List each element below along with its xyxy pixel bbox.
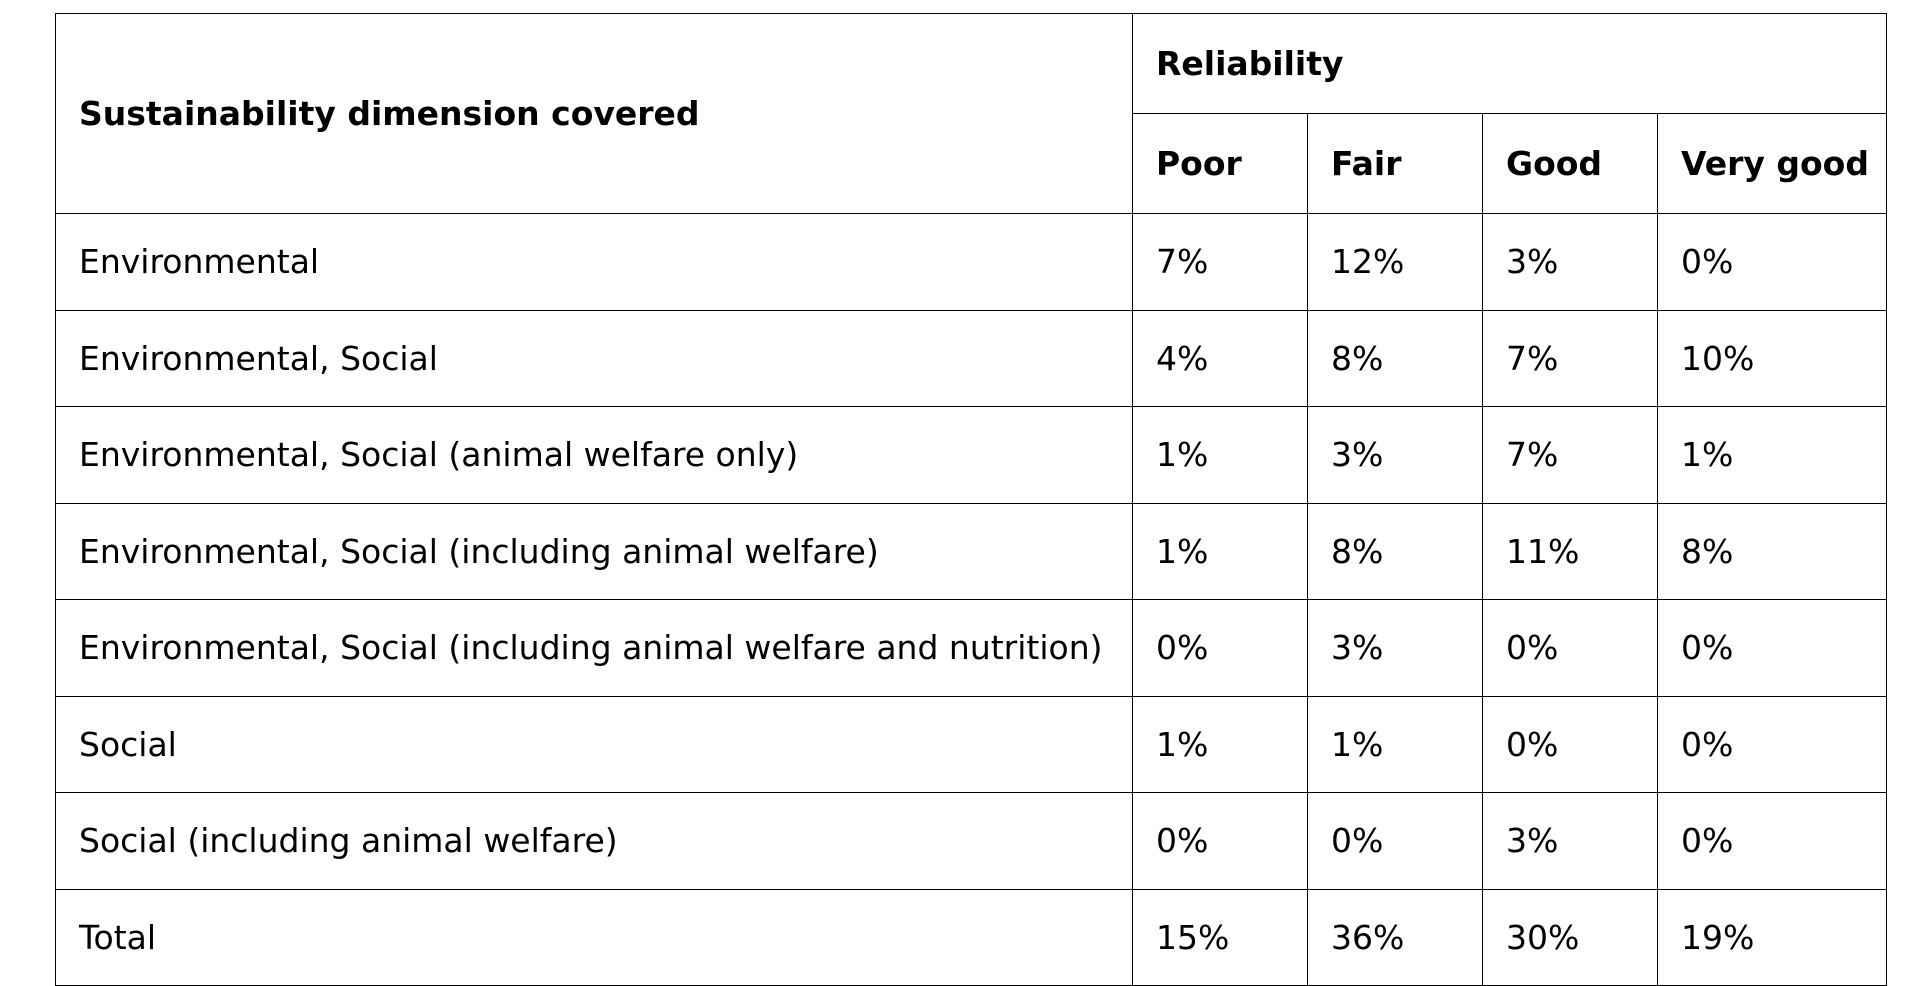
cell-very-good: 0% — [1657, 792, 1887, 890]
cell-good: 7% — [1482, 309, 1658, 407]
cell-fair: 3% — [1307, 406, 1483, 504]
table-row: Environmental, Social (including animal … — [55, 502, 1887, 600]
cell-poor: 1% — [1132, 406, 1308, 504]
cell-poor: 0% — [1132, 599, 1308, 697]
cell-good: 0% — [1482, 695, 1658, 793]
cell-good: 11% — [1482, 502, 1658, 600]
cell-very-good: 0% — [1657, 599, 1887, 697]
cell-poor: 15% — [1132, 888, 1308, 986]
table-row: Environmental, Social (including animal … — [55, 599, 1887, 697]
row-label: Environmental, Social (including animal … — [55, 502, 1133, 600]
table-row: Environmental 7% 12% 3% 0% — [55, 213, 1887, 311]
cell-very-good: 10% — [1657, 309, 1887, 407]
cell-very-good: 0% — [1657, 695, 1887, 793]
cell-good: 3% — [1482, 792, 1658, 890]
header-row-group: Sustainability dimension covered Reliabi… — [55, 13, 1887, 214]
row-label: Environmental, Social (including animal … — [55, 599, 1133, 697]
cell-fair: 3% — [1307, 599, 1483, 697]
cell-very-good: 8% — [1657, 502, 1887, 600]
cell-fair: 12% — [1307, 213, 1483, 311]
table-row: Environmental, Social 4% 8% 7% 10% — [55, 309, 1887, 407]
row-label: Environmental, Social (animal welfare on… — [55, 406, 1133, 504]
table-row: Social (including animal welfare) 0% 0% … — [55, 792, 1887, 890]
row-label: Environmental, Social — [55, 309, 1133, 407]
cell-poor: 4% — [1132, 309, 1308, 407]
row-label: Environmental — [55, 213, 1133, 311]
header-row-columns: Poor Fair Good Very good — [56, 113, 1887, 214]
row-label: Social — [55, 695, 1133, 793]
reliability-table: Sustainability dimension covered Reliabi… — [55, 13, 1887, 986]
column-header-very-good: Very good — [1657, 113, 1887, 214]
column-header-good: Good — [1482, 113, 1658, 214]
cell-poor: 7% — [1132, 213, 1308, 311]
cell-fair: 0% — [1307, 792, 1483, 890]
cell-good: 30% — [1482, 888, 1658, 986]
column-header-poor: Poor — [1132, 113, 1308, 214]
row-label: Total — [55, 888, 1133, 986]
cell-very-good: 0% — [1657, 213, 1887, 311]
cell-good: 3% — [1482, 213, 1658, 311]
row-label: Social (including animal welfare) — [55, 792, 1133, 890]
cell-very-good: 19% — [1657, 888, 1887, 986]
row-header-cell: Sustainability dimension covered — [55, 13, 1133, 214]
cell-fair: 8% — [1307, 309, 1483, 407]
cell-fair: 36% — [1307, 888, 1483, 986]
table-row: Environmental, Social (animal welfare on… — [55, 406, 1887, 504]
column-group-header: Reliability — [1132, 13, 1887, 114]
table-row: Social 1% 1% 0% 0% — [55, 695, 1887, 793]
cell-poor: 1% — [1132, 695, 1308, 793]
column-header-fair: Fair — [1307, 113, 1483, 214]
cell-poor: 0% — [1132, 792, 1308, 890]
table-row-total: Total 15% 36% 30% 19% — [55, 888, 1887, 986]
cell-very-good: 1% — [1657, 406, 1887, 504]
cell-fair: 8% — [1307, 502, 1483, 600]
cell-poor: 1% — [1132, 502, 1308, 600]
cell-good: 7% — [1482, 406, 1658, 504]
cell-good: 0% — [1482, 599, 1658, 697]
cell-fair: 1% — [1307, 695, 1483, 793]
